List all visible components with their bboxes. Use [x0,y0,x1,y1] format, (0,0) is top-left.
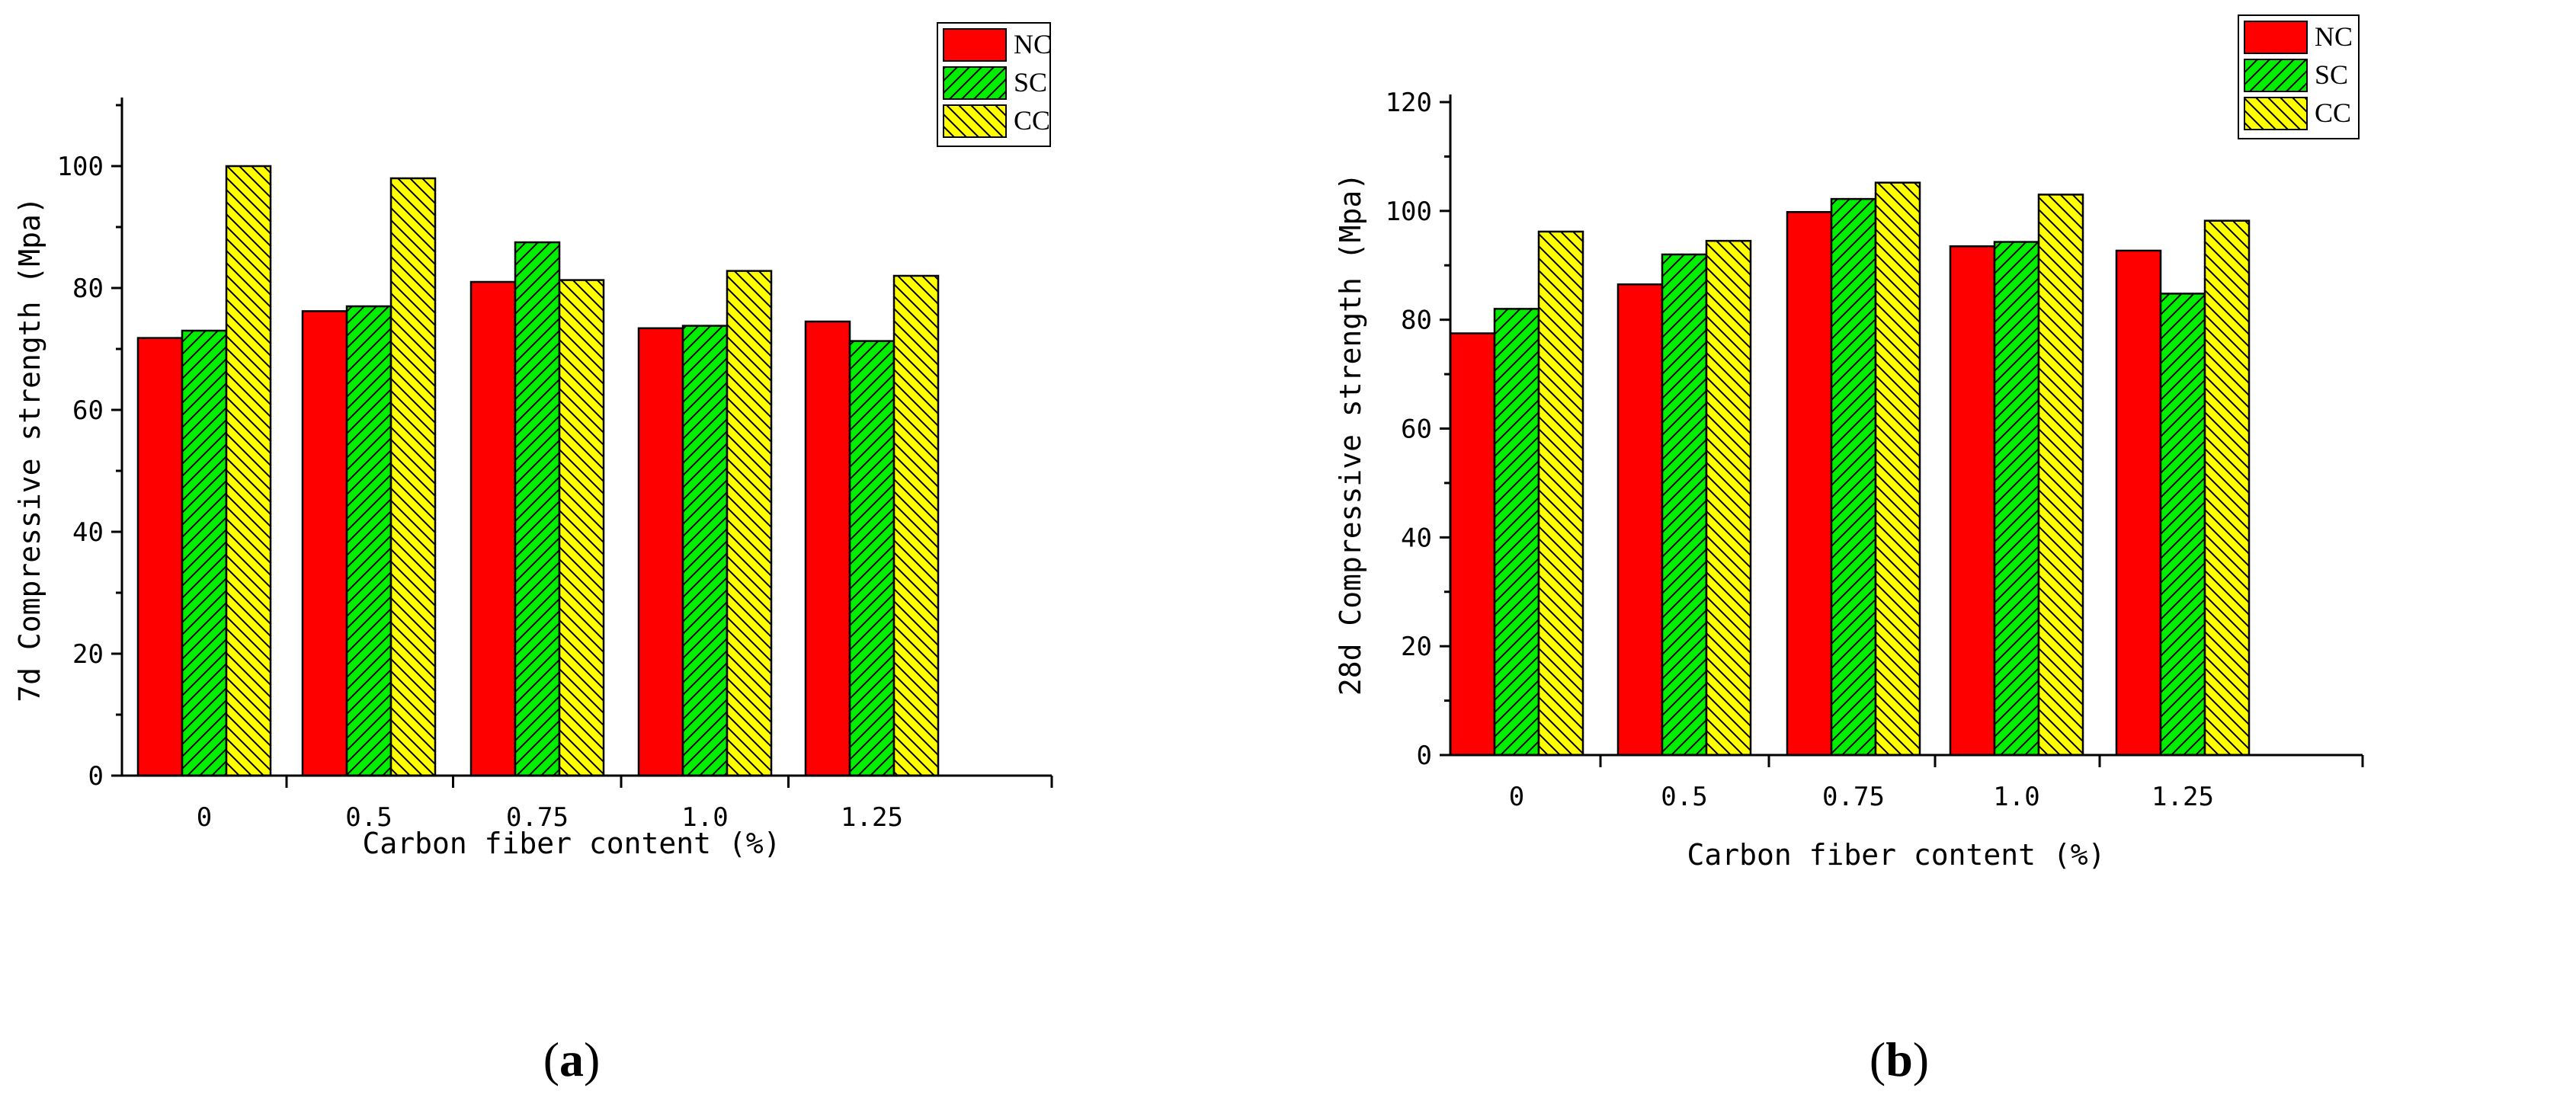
legend-label-cc: CC [1014,105,1050,136]
bar-sc-1_0 [681,325,729,777]
legend-label-sc: SC [1014,67,1047,98]
panel-label-a-letter: a [559,1032,584,1086]
chart-panel-b: 0 20 40 60 80 100 120 0 0.5 0.75 1.0 1.25 Carbon f… [1334,14,2364,1086]
legend-label-nc: NC [1014,29,1052,59]
y-tick-label: 60 [72,395,104,426]
panel-label-a: (a) [543,1032,601,1086]
bar-sc-1_0 [1993,241,2040,757]
legend-label-sc: SC [2315,59,2348,90]
bar-sc-1_25 [848,340,896,777]
y-tick-label: 40 [72,517,104,548]
x-tick-label: 0 [197,802,212,833]
x-tick-label: 1.0 [681,802,728,833]
y-tick-label: 120 [1386,88,1432,118]
bar-cc-0 [1537,230,1584,757]
y-tick-label: 20 [1401,632,1432,662]
y-tick-label: 20 [72,639,104,670]
y-tick-label: 100 [1386,197,1432,227]
x-ticks-b: 0 0.5 0.75 1.0 1.25 [1509,755,2364,812]
chart-panel-a: 0 20 40 60 80 100 0 0.5 0.75 1.0 1.25 Carbon fibe… [13,22,1053,1086]
bar-sc-0_5 [1661,253,1708,757]
bar-sc-0 [181,329,228,777]
legend-a: NC SC CC [937,22,1052,147]
panel-label-b: (b) [1870,1032,1929,1086]
bar-group-a [136,165,940,777]
axes-b [1449,94,2363,757]
bar-cc-1_0 [726,270,773,777]
legend-swatch-nc [943,28,1007,62]
legend-swatch-cc [2244,97,2308,130]
bar-cc-0_5 [389,177,437,777]
y-axis-title-b: 28d Compressive strength (Mpa) [1334,173,1367,696]
bar-nc-0 [1449,332,1496,757]
legend-label-nc: NC [2315,21,2353,52]
bar-cc-0 [225,165,272,777]
y-tick-label: 0 [1417,741,1432,771]
legend-swatch-sc [2244,59,2308,92]
bar-cc-1_25 [892,274,940,777]
legend-b: NC SC CC [2238,14,2360,139]
bar-group-b [1449,181,2251,757]
y-tick-label: 80 [72,274,104,304]
x-ticks-a: 0 0.5 0.75 1.0 1.25 [197,776,1053,833]
y-tick-label: 0 [88,761,104,792]
bar-sc-0_5 [345,305,392,777]
axes-a [120,98,1052,777]
x-axis-title-a: Carbon fiber content (%) [362,827,780,860]
legend-label-cc: CC [2315,98,2351,128]
y-tick-label: 80 [1401,306,1432,336]
y-ticks-a: 0 20 40 60 80 100 [57,104,122,792]
x-tick-label: 0.75 [506,802,569,833]
bar-sc-1_25 [2159,293,2206,757]
legend-swatch-sc [943,66,1007,100]
legend-swatch-nc [2244,21,2308,54]
bar-cc-0_75 [1874,181,1921,757]
bar-cc-0_5 [1705,239,1752,757]
panel-label-b-letter: b [1886,1032,1913,1086]
x-tick-label: 0.75 [1822,782,1885,812]
bar-nc-1_25 [2115,249,2162,757]
x-tick-label: 0 [1509,782,1524,812]
x-tick-label: 1.25 [2151,782,2214,812]
bar-cc-1_25 [2203,219,2251,757]
y-tick-label: 100 [57,152,104,182]
x-tick-label: 0.5 [1661,782,1707,812]
legend-swatch-cc [943,104,1007,138]
x-axis-title-b: Carbon fiber content (%) [1687,838,2105,872]
bar-nc-1_0 [1949,245,1996,757]
bar-cc-0_75 [558,279,605,777]
bar-sc-0_75 [514,241,561,777]
y-axis-title-a: 7d Compressive strength (Mpa) [13,197,46,702]
x-tick-label: 1.25 [841,802,903,833]
y-ticks-b: 0 20 40 60 80 100 120 [1386,88,1450,771]
bar-nc-0_5 [1616,283,1664,757]
bar-nc-0 [136,337,184,777]
x-tick-label: 1.0 [1993,782,2039,812]
bar-nc-1_0 [637,327,684,777]
bar-sc-0 [1493,308,1540,757]
bar-nc-0_5 [301,310,348,777]
bar-nc-1_25 [804,320,851,777]
bar-nc-0_75 [469,280,517,777]
bar-sc-0_75 [1830,197,1877,757]
bar-cc-1_0 [2037,194,2084,757]
y-tick-label: 60 [1401,414,1432,445]
x-tick-label: 0.5 [345,802,392,833]
y-tick-label: 40 [1401,523,1432,553]
bar-nc-0_75 [1786,211,1833,757]
